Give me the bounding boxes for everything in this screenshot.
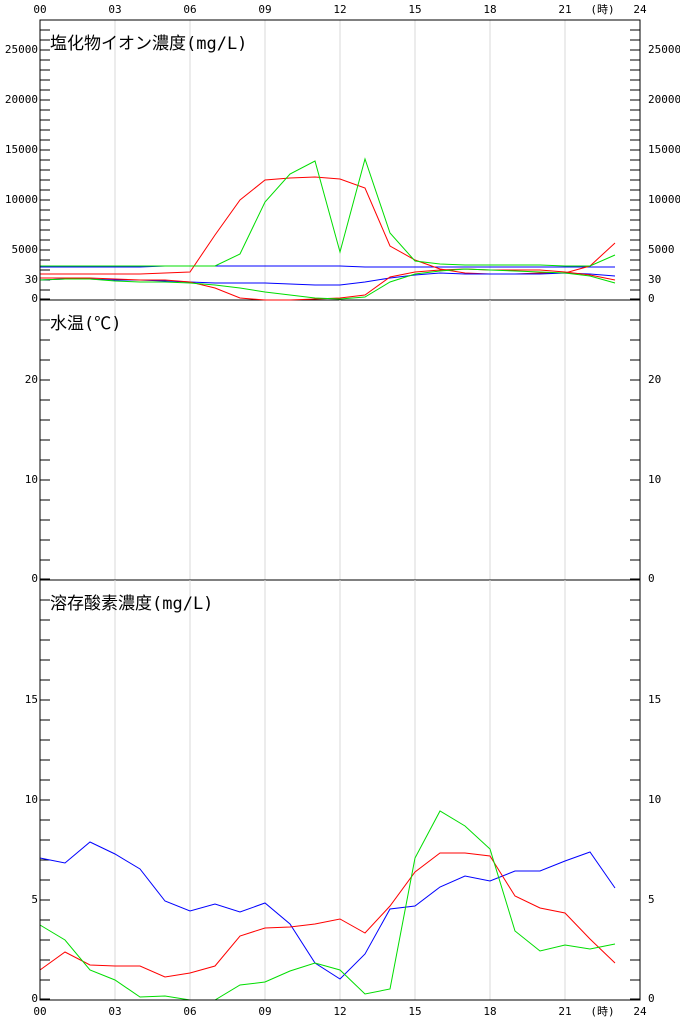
y-tick-label-right: 30 <box>648 273 661 286</box>
y-tick-label: 10 <box>25 793 38 806</box>
series-line <box>40 157 616 267</box>
series-line <box>39 268 616 300</box>
x-tick-label-top: 06 <box>183 3 196 16</box>
y-tick-label: 0 <box>31 572 38 585</box>
y-tick-label: 0 <box>31 992 38 1005</box>
y-tick-label-right: 10000 <box>648 193 680 206</box>
y-tick-label-right: 15 <box>648 693 661 706</box>
y-tick-label: 20 <box>25 373 38 386</box>
x-tick-label: 06 <box>183 1005 196 1018</box>
x-tick-label-top: 00 <box>33 3 46 16</box>
series-line <box>39 852 616 978</box>
x-tick-label-top: 12 <box>333 3 346 16</box>
x-tick-label-top: 24 <box>633 3 647 16</box>
x-tick-label: 12 <box>333 1005 346 1018</box>
x-tick-label: 00 <box>33 1005 46 1018</box>
y-tick-label: 15000 <box>5 143 38 156</box>
y-tick-label-right: 10 <box>648 793 661 806</box>
x-tick-label: 15 <box>408 1005 421 1018</box>
y-tick-label: 25000 <box>5 43 38 56</box>
y-tick-label-right: 10 <box>648 473 661 486</box>
y-tick-label-right: 5000 <box>648 243 675 256</box>
y-tick-label-right: 20000 <box>648 93 680 106</box>
x-tick-label: 18 <box>483 1005 496 1018</box>
y-tick-label-right: 0 <box>648 292 655 305</box>
y-tick-label-right: 0 <box>648 992 655 1005</box>
x-tick-label: 03 <box>108 1005 121 1018</box>
y-tick-label: 10000 <box>5 193 38 206</box>
x-tick-label-top: 18 <box>483 3 496 16</box>
y-tick-label-right: 20 <box>648 373 661 386</box>
y-tick-label: 30 <box>25 273 38 286</box>
series-line <box>39 841 616 980</box>
panel-title: 溶存酸素濃度(mg/L) <box>50 594 213 614</box>
frame <box>39 19 641 1001</box>
y-tick-label: 0 <box>31 292 38 305</box>
x-tick-label: 09 <box>258 1005 271 1018</box>
y-tick-label: 5000 <box>12 243 39 256</box>
y-tick-label-right: 25000 <box>648 43 680 56</box>
panel-title: 水温(℃) <box>50 314 121 334</box>
x-tick-label-top: 15 <box>408 3 421 16</box>
y-tick-label: 5 <box>31 893 38 906</box>
x-tick-label-top: 21 <box>558 3 571 16</box>
y-tick-label-right: 15000 <box>648 143 680 156</box>
y-tick-label: 20000 <box>5 93 38 106</box>
series-line <box>39 810 616 1001</box>
y-tick-label: 10 <box>25 473 38 486</box>
x-tick-label: 21 <box>558 1005 571 1018</box>
x-tick-label-top: 03 <box>108 3 121 16</box>
series-line <box>40 265 615 268</box>
panel-title: 塩化物イオン濃度(mg/L) <box>50 34 247 54</box>
y-tick-label-right: 0 <box>648 572 655 585</box>
y-tick-label: 15 <box>25 693 38 706</box>
y-tick-label-right: 5 <box>648 893 655 906</box>
x-tick-label-top: 09 <box>258 3 271 16</box>
x-tick-label: 24 <box>633 1005 647 1018</box>
series-line <box>40 176 616 275</box>
x-unit: (時) <box>590 1005 614 1018</box>
x-unit-top: (時) <box>590 3 614 16</box>
